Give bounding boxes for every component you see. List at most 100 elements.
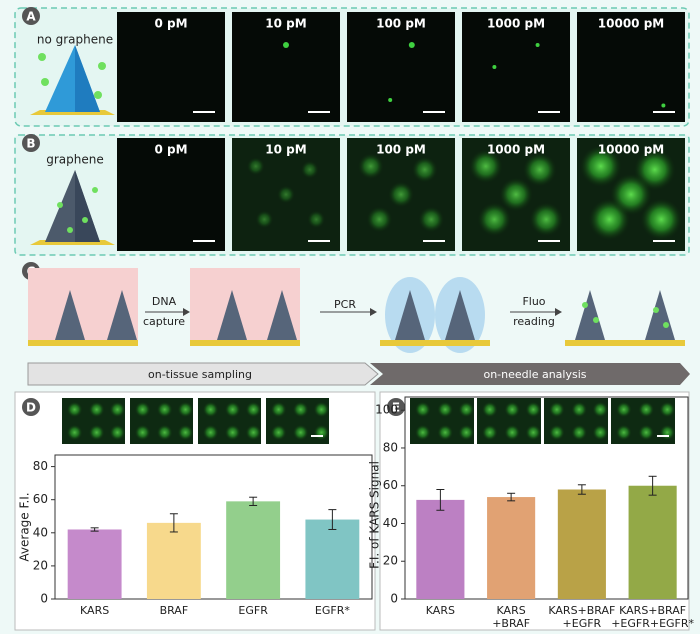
fluorescent-spot xyxy=(525,424,542,441)
micrograph xyxy=(117,138,225,251)
fluorescent-spot xyxy=(109,424,126,441)
y-tick-label: 60 xyxy=(383,478,398,492)
fluorescent-spot xyxy=(88,424,105,441)
fluorescent-spot xyxy=(504,424,521,441)
fluorescent-spot xyxy=(224,401,241,418)
x-tick-label: KARS xyxy=(426,604,455,617)
error-bar xyxy=(90,527,99,532)
fluorescent-spot xyxy=(313,424,330,441)
panel-c-texts: DNA capture PCR Fluo reading on-tissue sampli… xyxy=(143,295,587,381)
fluorescent-spot xyxy=(522,152,557,187)
x-tick-label: +EGFR+EGFR* xyxy=(611,617,694,630)
fluorescent-spot xyxy=(638,424,655,441)
y-tick-label: 80 xyxy=(33,459,48,473)
fluorescent-spot xyxy=(224,424,241,441)
fluorescent-spot xyxy=(481,401,498,418)
fluorescent-spot xyxy=(414,401,431,418)
image-label: 10 pM xyxy=(265,143,306,157)
y-tick-label: 100 xyxy=(375,403,398,417)
x-tick-label: KARS xyxy=(497,604,526,617)
y-tick-label: 20 xyxy=(33,558,48,572)
fluorescent-spot xyxy=(592,424,609,441)
y-tick-label: 80 xyxy=(383,440,398,454)
fluorescent-spot xyxy=(202,424,219,441)
error-bar xyxy=(328,509,337,530)
fluorescent-spot xyxy=(202,401,219,418)
fluorescent-spot xyxy=(458,401,475,418)
image-label: 1000 pM xyxy=(487,17,545,31)
error-bar xyxy=(169,513,178,533)
fluorescent-spot xyxy=(270,401,287,418)
y-tick-label: 40 xyxy=(33,525,48,539)
micrograph xyxy=(117,12,225,122)
fluorescent-spot xyxy=(300,160,319,179)
caption: graphene xyxy=(46,153,104,167)
bar xyxy=(557,489,606,599)
panel-labels: A B C D E xyxy=(22,7,405,416)
x-tick-label: KARS+BRAF xyxy=(619,604,686,617)
image-label: 1000 pM xyxy=(487,143,545,157)
fluorescent-spot xyxy=(458,424,475,441)
fluorescent-spot xyxy=(659,424,676,441)
fluorescent-spot xyxy=(156,424,173,441)
error-bar xyxy=(648,475,657,496)
bar xyxy=(226,501,281,599)
fluorescent-spot xyxy=(638,401,655,418)
step-label: PCR xyxy=(334,298,356,311)
step-label: Fluo xyxy=(522,295,545,308)
fluorescent-spot xyxy=(610,173,652,216)
fluorescent-spot xyxy=(156,401,173,418)
fluorescent-spot xyxy=(481,424,498,441)
panel-label: D xyxy=(26,401,36,415)
fluorescent-spot xyxy=(640,198,683,241)
fluorescent-spot xyxy=(177,424,194,441)
fluorescent-spot xyxy=(245,424,262,441)
fluorescent-spot xyxy=(245,401,262,418)
y-tick-label: 0 xyxy=(40,592,48,606)
fluorescent-spot xyxy=(177,401,194,418)
error-bar xyxy=(249,496,258,506)
image-label: 0 pM xyxy=(154,143,187,157)
fluorescent-spot xyxy=(109,401,126,418)
x-tick-label: +EGFR xyxy=(563,617,602,630)
fluorescent-spot xyxy=(659,401,676,418)
x-tick-label: BRAF xyxy=(160,604,189,617)
plot-frame xyxy=(54,454,373,600)
fluorescent-spot xyxy=(579,145,622,188)
fluorescent-spot xyxy=(357,153,384,180)
plot-frame xyxy=(404,396,689,600)
fluorescent-spot xyxy=(313,401,330,418)
fluorescent-spot xyxy=(66,424,83,441)
fluorescent-spot xyxy=(388,181,414,208)
x-tick-label: +BRAF xyxy=(492,617,530,630)
caption: no graphene xyxy=(37,33,113,47)
fluorescent-spot xyxy=(277,185,295,204)
fluorescent-spot xyxy=(292,424,309,441)
fluorescent-spot xyxy=(499,177,533,212)
fluorescent-spot xyxy=(388,98,393,102)
bar xyxy=(305,519,360,599)
fluorescent-spot xyxy=(525,401,542,418)
x-tick-label: KARS+BRAF xyxy=(548,604,615,617)
fluorescent-spot xyxy=(134,424,151,441)
fluorescent-spot xyxy=(270,424,287,441)
step-label: reading xyxy=(513,315,555,328)
fluorescent-spot xyxy=(366,206,393,233)
fluorescent-spot xyxy=(468,149,503,184)
fluorescent-spot xyxy=(492,65,497,69)
panel-label: B xyxy=(26,137,35,151)
panel-label: A xyxy=(26,10,36,24)
fluorescent-spot xyxy=(535,43,540,47)
phase-label: on-tissue sampling xyxy=(148,368,252,381)
bar xyxy=(628,485,677,599)
x-tick-label: EGFR* xyxy=(315,604,350,617)
fluorescent-spot xyxy=(134,401,151,418)
bar xyxy=(487,497,536,599)
y-tick-label: 20 xyxy=(383,554,398,568)
fluorescent-spot xyxy=(661,103,666,108)
fluorescent-spot xyxy=(307,210,326,229)
y-axis-label: Average F.I. xyxy=(18,492,32,561)
micrograph xyxy=(462,12,570,122)
image-label: 10000 pM xyxy=(598,143,664,157)
fluorescent-spot xyxy=(414,424,431,441)
